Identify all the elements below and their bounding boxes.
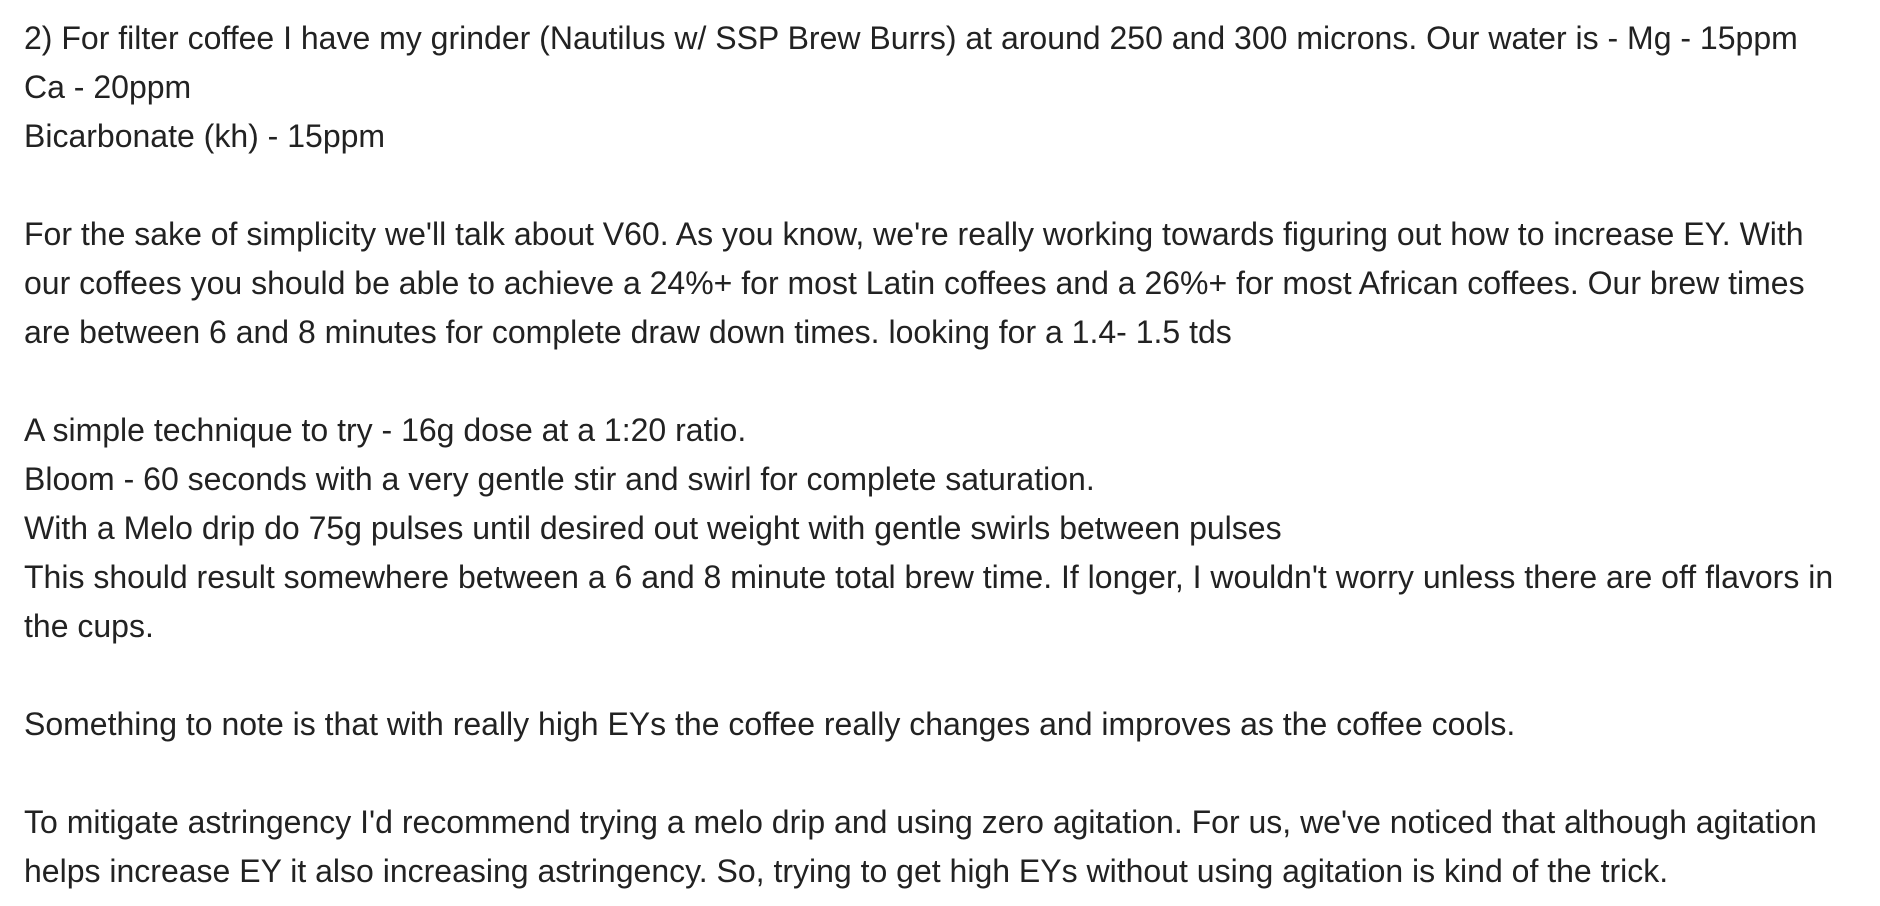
text-line: are between 6 and 8 minutes for complete… [24, 314, 1232, 350]
paragraph-technique: A simple technique to try - 16g dose at … [24, 406, 1874, 651]
text-line: This should result somewhere between a 6… [24, 559, 1834, 595]
document-body: 2) For filter coffee I have my grinder (… [24, 14, 1874, 896]
text-line: For the sake of simplicity we'll talk ab… [24, 216, 1804, 252]
text-line: Ca - 20ppm [24, 69, 192, 105]
text-line: helps increase EY it also increasing ast… [24, 853, 1669, 889]
paragraph-grinder-water: 2) For filter coffee I have my grinder (… [24, 14, 1874, 161]
paragraph-astringency: To mitigate astringency I'd recommend tr… [24, 798, 1874, 896]
text-line: With a Melo drip do 75g pulses until des… [24, 510, 1282, 546]
text-line: 2) For filter coffee I have my grinder (… [24, 20, 1798, 56]
text-line: Bloom - 60 seconds with a very gentle st… [24, 461, 1095, 497]
paragraph-note: Something to note is that with really hi… [24, 700, 1874, 749]
paragraph-v60-extraction: For the sake of simplicity we'll talk ab… [24, 210, 1874, 357]
text-line: our coffees you should be able to achiev… [24, 265, 1805, 301]
text-line: Something to note is that with really hi… [24, 706, 1516, 742]
text-line: Bicarbonate (kh) - 15ppm [24, 118, 386, 154]
text-line: A simple technique to try - 16g dose at … [24, 412, 747, 448]
text-line: the cups. [24, 608, 154, 644]
text-line: To mitigate astringency I'd recommend tr… [24, 804, 1817, 840]
